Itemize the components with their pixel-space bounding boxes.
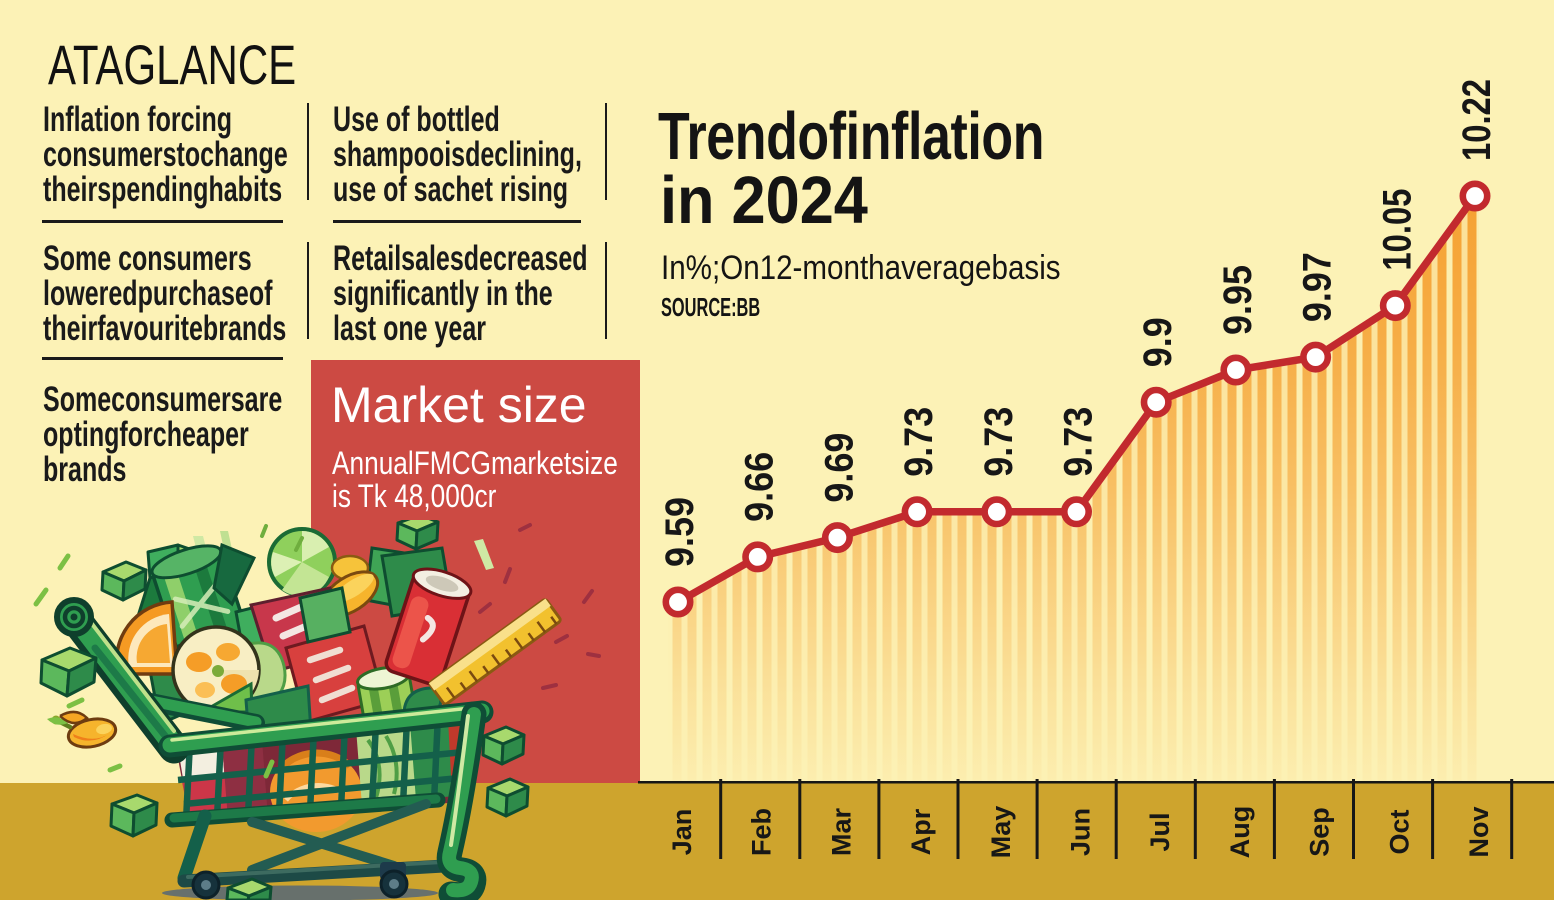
svg-text:Nov: Nov bbox=[1464, 806, 1494, 857]
svg-text:9.73: 9.73 bbox=[1057, 407, 1101, 477]
svg-text:9.66: 9.66 bbox=[738, 452, 782, 522]
svg-text:10.05: 10.05 bbox=[1375, 189, 1419, 271]
svg-text:Jun: Jun bbox=[1066, 808, 1096, 856]
svg-text:9.9: 9.9 bbox=[1136, 317, 1180, 367]
svg-text:Apr: Apr bbox=[906, 808, 936, 855]
svg-text:May: May bbox=[986, 806, 1016, 859]
svg-text:9.73: 9.73 bbox=[977, 407, 1021, 477]
svg-text:9.73: 9.73 bbox=[897, 407, 941, 477]
svg-text:10.22: 10.22 bbox=[1455, 79, 1499, 161]
svg-text:Mar: Mar bbox=[826, 808, 856, 857]
svg-text:9.95: 9.95 bbox=[1216, 265, 1260, 335]
svg-text:Oct: Oct bbox=[1384, 809, 1414, 854]
svg-text:Sep: Sep bbox=[1305, 807, 1335, 857]
svg-text:9.59: 9.59 bbox=[658, 497, 702, 567]
svg-text:Jan: Jan bbox=[667, 809, 697, 856]
svg-text:9.97: 9.97 bbox=[1296, 252, 1340, 322]
svg-text:9.69: 9.69 bbox=[817, 433, 861, 503]
svg-text:Feb: Feb bbox=[747, 808, 777, 856]
svg-text:Jul: Jul bbox=[1145, 812, 1175, 851]
svg-text:Aug: Aug bbox=[1225, 806, 1255, 858]
